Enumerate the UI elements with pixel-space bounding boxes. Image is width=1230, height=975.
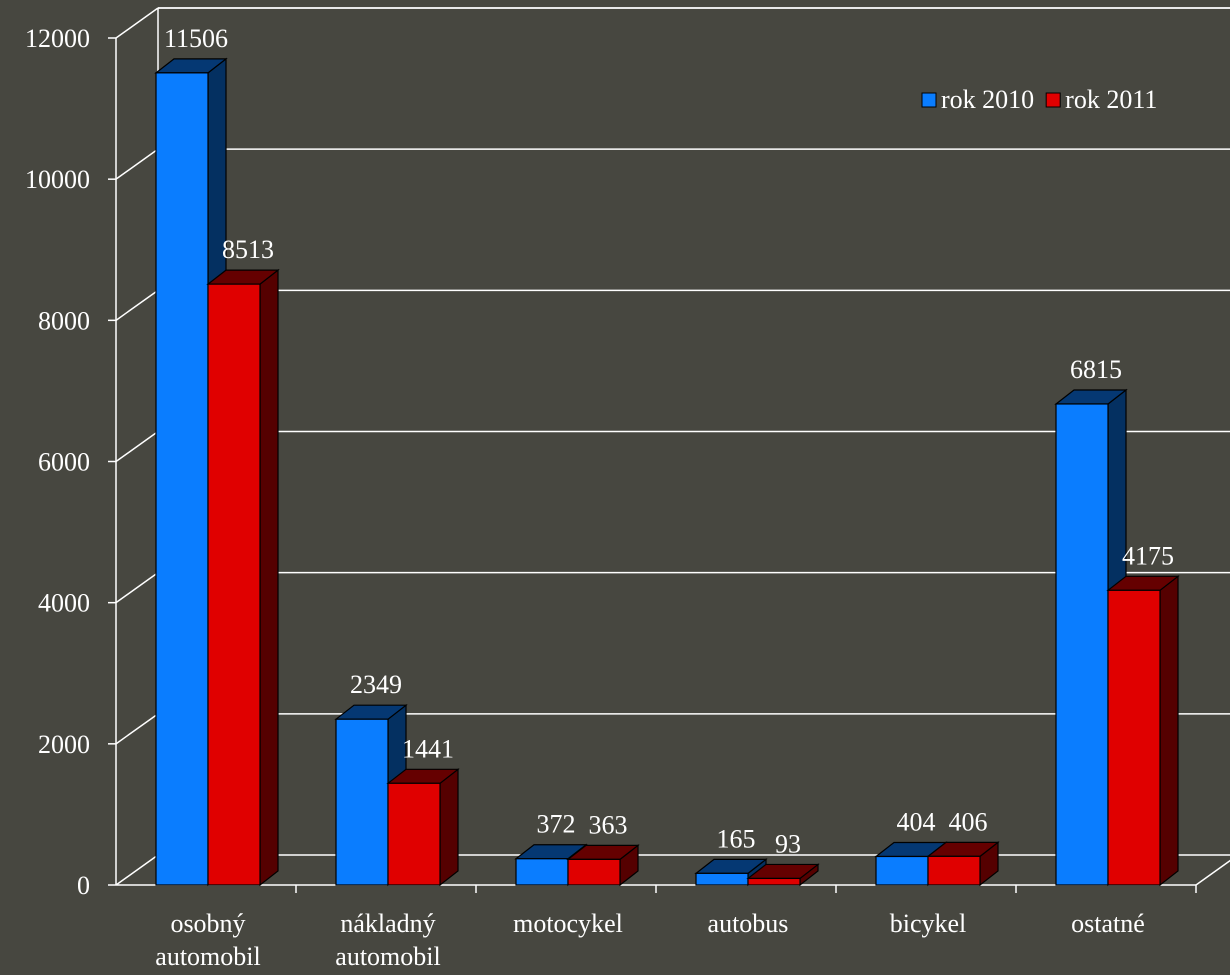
legend-item: rok 2011	[1045, 85, 1157, 114]
side-grid-line	[115, 7, 159, 39]
y-tick-label: 10000	[25, 165, 90, 194]
bar-front	[387, 782, 441, 886]
x-category-label: automobil	[155, 942, 260, 971]
data-labels: 11506 8513 2349 1441 372 363 165 93 404 406 6815 41…	[164, 24, 1174, 859]
floor-right-edge	[1195, 859, 1230, 886]
x-category-label: ostatné	[1071, 909, 1145, 938]
bar-front	[155, 72, 209, 886]
bar-front	[567, 858, 621, 886]
bar-front	[1107, 589, 1161, 886]
x-category-label: osobný	[170, 909, 245, 938]
legend-label: rok 2011	[1065, 85, 1157, 114]
bar-front	[335, 718, 389, 886]
bar	[746, 863, 820, 887]
data-label: 8513	[222, 235, 274, 264]
side-grid-line	[115, 713, 159, 745]
data-label: 6815	[1070, 355, 1122, 384]
x-category-label: motocykel	[513, 909, 623, 938]
y-tick-label: 12000	[25, 24, 90, 53]
bar-front	[207, 283, 261, 886]
bar	[926, 841, 1000, 887]
bar	[1106, 575, 1180, 887]
bar-front	[927, 855, 981, 886]
data-label: 404	[897, 807, 936, 836]
side-grid-line	[115, 572, 159, 604]
bars	[154, 57, 1180, 887]
data-label: 2349	[350, 670, 402, 699]
data-label: 93	[775, 829, 801, 858]
x-category-label: autobus	[708, 909, 789, 938]
x-category-label: bicykel	[890, 909, 967, 938]
bar-side	[439, 768, 459, 887]
x-category-label: automobil	[335, 942, 440, 971]
y-tick-label: 2000	[38, 730, 90, 759]
data-label: 11506	[164, 24, 228, 53]
data-label: 363	[589, 810, 628, 839]
legend-item: rok 2010	[921, 85, 1034, 114]
bar-front	[695, 872, 749, 886]
bar-front	[1055, 403, 1109, 886]
bar-front	[515, 858, 569, 886]
data-label: 1441	[402, 734, 454, 763]
data-label: 165	[717, 824, 756, 853]
y-tick-label: 8000	[38, 306, 90, 335]
side-grid-line	[115, 854, 159, 886]
bar	[386, 768, 460, 887]
data-label: 4175	[1122, 541, 1174, 570]
legend-swatch	[1045, 92, 1061, 108]
x-category-label: nákladný	[340, 909, 435, 938]
bar-side	[259, 268, 279, 887]
bar-side	[1159, 575, 1179, 887]
data-label: 372	[537, 810, 576, 839]
bar-front	[875, 855, 929, 886]
legend: rok 2010 rok 2011	[921, 85, 1157, 114]
x-axis-categories: osobný automobil nákladný automobil motocyke…	[155, 885, 1197, 971]
y-tick-label: 0	[77, 871, 90, 900]
y-axis-ticks: 0 2000 4000 6000 8000 10000 12000	[25, 24, 116, 900]
bar-front	[747, 877, 801, 886]
bar	[206, 268, 280, 887]
side-grid-line	[115, 289, 159, 321]
side-grid-line	[115, 430, 159, 463]
data-label: 406	[949, 807, 988, 836]
legend-swatch	[921, 92, 937, 108]
y-tick-label: 4000	[38, 589, 90, 618]
legend-label: rok 2010	[941, 85, 1034, 114]
bar	[566, 844, 640, 887]
y-tick-label: 6000	[38, 448, 90, 477]
side-grid-line	[115, 148, 159, 180]
